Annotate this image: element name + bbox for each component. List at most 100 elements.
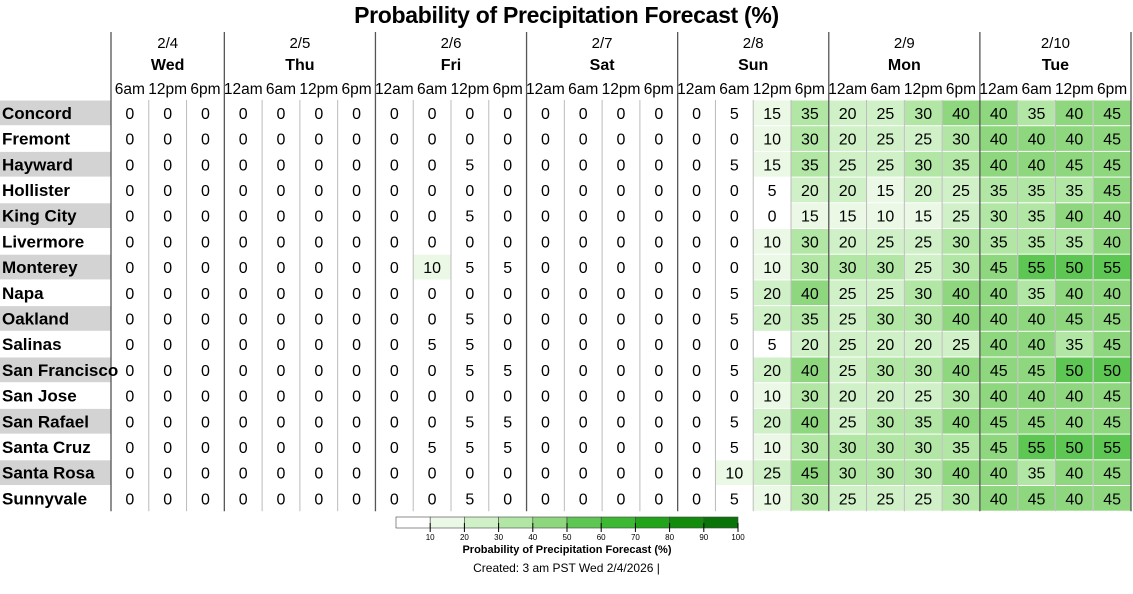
cell-value: 20 [839,234,857,251]
cell-value: 0 [465,466,474,483]
legend-tick-label: 50 [563,533,572,542]
cell-value: 35 [914,414,932,431]
cell-value: 5 [503,260,512,277]
heatmap-cell [829,306,867,331]
heatmap-cell [1093,280,1131,306]
cell-value: 40 [1065,286,1083,303]
cell-value: 0 [163,337,172,354]
heatmap-cell [753,434,791,460]
heatmap-cell [791,126,829,151]
day-date: 2/4 [157,35,178,52]
time-label: 12pm [148,81,187,98]
cell-value: 15 [914,209,932,226]
heatmap-cell [904,383,942,408]
cell-value: 40 [952,363,970,380]
cell-value: 0 [465,106,474,123]
cell-value: 0 [277,234,286,251]
cell-value: 0 [125,286,134,303]
cell-value: 0 [239,389,248,406]
cell-value: 50 [1065,440,1083,457]
cell-value: 0 [579,209,588,226]
cell-value: 25 [952,183,970,200]
cell-value: 0 [390,337,399,354]
heatmap-cell [1055,434,1093,460]
heatmap-cell [867,331,904,357]
day-name: Mon [888,57,921,74]
cell-value: 0 [579,363,588,380]
row-label: Hayward [2,155,73,174]
cell-value: 30 [877,414,895,431]
cell-value: 0 [125,440,134,457]
cell-value: 0 [390,491,399,508]
legend-tick-label: 90 [699,533,708,542]
cell-value: 10 [763,260,781,277]
cell-value: 0 [692,209,701,226]
cell-value: 0 [125,363,134,380]
heatmap-cell [980,151,1018,177]
heatmap-cell [1055,486,1093,511]
cell-value: 0 [163,183,172,200]
cell-value: 0 [579,183,588,200]
cell-value: 0 [314,337,323,354]
cell-value: 40 [1103,286,1121,303]
cell-value: 0 [579,466,588,483]
cell-value: 25 [877,157,895,174]
time-label: 12am [224,81,263,98]
legend: 10 20 30 40 50 60 70 80 90 100 Probability of Prec… [395,516,745,556]
cell-value: 0 [125,106,134,123]
cell-value: 35 [801,311,819,328]
cell-value: 35 [952,440,970,457]
cell-value: 35 [1028,286,1046,303]
cell-value: 25 [839,337,857,354]
row-label: Santa Cruz [2,438,91,457]
heatmap-cell [942,126,980,151]
cell-value: 0 [163,311,172,328]
cell-value: 30 [952,234,970,251]
heatmap-cell [904,229,942,254]
cell-value: 40 [1065,209,1083,226]
legend-swatch [395,516,431,529]
cell-value: 30 [952,491,970,508]
cell-value: 0 [314,132,323,149]
cell-value: 0 [277,209,286,226]
cell-value: 40 [1065,491,1083,508]
cell-value: 0 [277,491,286,508]
cell-value: 0 [579,440,588,457]
cell-value: 0 [201,389,210,406]
heatmap-cell [1055,254,1093,280]
cell-value: 30 [877,440,895,457]
cell-value: 0 [428,491,437,508]
cell-value: 0 [277,260,286,277]
cell-value: 0 [503,311,512,328]
heatmap-cell [1055,126,1093,151]
legend-swatch [703,516,739,529]
heatmap-cell [867,486,904,511]
heatmap-cell [1093,306,1131,331]
cell-value: 0 [465,234,474,251]
cell-value: 0 [314,260,323,277]
heatmap-cell [791,229,829,254]
cell-value: 5 [503,414,512,431]
cell-value: 0 [277,132,286,149]
cell-value: 0 [390,234,399,251]
cell-value: 0 [352,106,361,123]
cell-value: 45 [990,440,1008,457]
cell-value: 0 [125,466,134,483]
heatmap-cell [942,357,980,383]
heatmap-cell [791,151,829,177]
cell-value: 0 [617,337,626,354]
heatmap-cell [1093,177,1131,203]
cell-value: 0 [428,466,437,483]
cell-value: 0 [617,311,626,328]
cell-value: 0 [579,157,588,174]
cell-value: 0 [314,389,323,406]
row-label: Sunnyvale [2,489,87,508]
cell-value: 40 [952,466,970,483]
cell-value: 0 [125,260,134,277]
cell-value: 0 [654,106,663,123]
cell-value: 0 [277,414,286,431]
cell-value: 0 [163,440,172,457]
cell-value: 0 [314,363,323,380]
cell-value: 0 [617,389,626,406]
